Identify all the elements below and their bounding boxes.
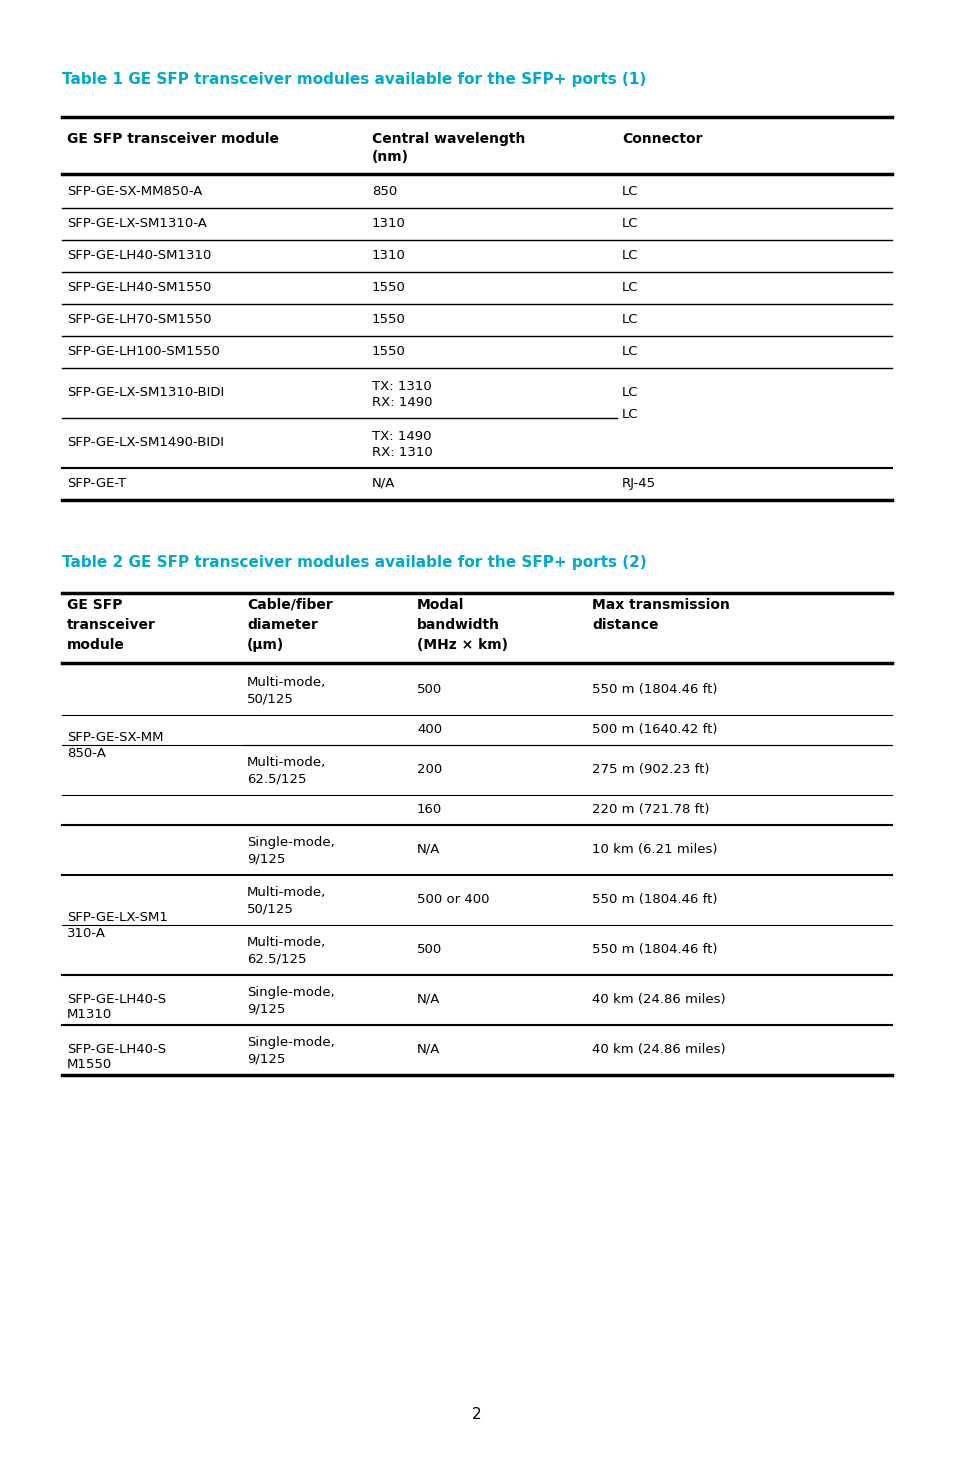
Text: module: module <box>67 637 125 652</box>
Text: N/A: N/A <box>416 1043 440 1057</box>
Text: 500 or 400: 500 or 400 <box>416 894 489 906</box>
Text: SFP-GE-LH40-S
M1550: SFP-GE-LH40-S M1550 <box>67 1043 166 1071</box>
Text: 500: 500 <box>416 943 442 956</box>
Text: GE SFP: GE SFP <box>67 599 122 612</box>
Text: SFP-GE-LH40-SM1310: SFP-GE-LH40-SM1310 <box>67 249 212 262</box>
Text: 9/125: 9/125 <box>247 852 285 865</box>
Text: RJ-45: RJ-45 <box>621 477 656 491</box>
Text: TX: 1490: TX: 1490 <box>372 430 431 443</box>
Text: SFP-GE-LH100-SM1550: SFP-GE-LH100-SM1550 <box>67 345 219 359</box>
Text: (nm): (nm) <box>372 150 409 165</box>
Text: SFP-GE-LH40-SM1550: SFP-GE-LH40-SM1550 <box>67 282 212 293</box>
Text: Single-mode,: Single-mode, <box>247 986 335 999</box>
Text: 9/125: 9/125 <box>247 1002 285 1015</box>
Text: 500 m (1640.42 ft): 500 m (1640.42 ft) <box>592 723 717 737</box>
Text: Max transmission: Max transmission <box>592 599 729 612</box>
Text: 2: 2 <box>472 1406 481 1423</box>
Text: SFP-GE-LH70-SM1550: SFP-GE-LH70-SM1550 <box>67 313 212 326</box>
Text: 200: 200 <box>416 763 442 777</box>
Text: N/A: N/A <box>416 843 440 857</box>
Text: 850: 850 <box>372 185 396 199</box>
Text: 850-A: 850-A <box>67 747 106 760</box>
Text: diameter: diameter <box>247 618 317 631</box>
Text: SFP-GE-LX-SM1: SFP-GE-LX-SM1 <box>67 911 168 923</box>
Text: TX: 1310: TX: 1310 <box>372 379 432 393</box>
Text: N/A: N/A <box>372 477 395 491</box>
Text: GE SFP transceiver module: GE SFP transceiver module <box>67 132 278 147</box>
Text: 550 m (1804.46 ft): 550 m (1804.46 ft) <box>592 894 717 906</box>
Text: Single-mode,: Single-mode, <box>247 1036 335 1049</box>
Text: SFP-GE-LX-SM1490-BIDI: SFP-GE-LX-SM1490-BIDI <box>67 436 224 449</box>
Text: Central wavelength: Central wavelength <box>372 132 525 147</box>
Text: SFP-GE-LX-SM1310-BIDI: SFP-GE-LX-SM1310-BIDI <box>67 385 224 399</box>
Text: 40 km (24.86 miles): 40 km (24.86 miles) <box>592 993 725 1006</box>
Text: 160: 160 <box>416 803 442 817</box>
Text: 50/125: 50/125 <box>247 692 294 705</box>
Text: LC: LC <box>621 185 638 199</box>
Text: 50/125: 50/125 <box>247 903 294 914</box>
Text: Multi-mode,: Multi-mode, <box>247 886 326 900</box>
Text: distance: distance <box>592 618 658 631</box>
Text: SFP-GE-LX-SM1310-A: SFP-GE-LX-SM1310-A <box>67 216 207 230</box>
Text: 1550: 1550 <box>372 282 405 293</box>
Text: transceiver: transceiver <box>67 618 155 631</box>
Text: Table 1 GE SFP transceiver modules available for the SFP+ ports (1): Table 1 GE SFP transceiver modules avail… <box>62 73 645 87</box>
Text: 310-A: 310-A <box>67 928 106 940</box>
Text: bandwidth: bandwidth <box>416 618 499 631</box>
Text: 1550: 1550 <box>372 345 405 359</box>
Text: 62.5/125: 62.5/125 <box>247 772 306 785</box>
Text: 1310: 1310 <box>372 216 405 230</box>
Text: (MHz × km): (MHz × km) <box>416 637 507 652</box>
Text: LC: LC <box>621 345 638 359</box>
Text: SFP-GE-T: SFP-GE-T <box>67 477 126 491</box>
Text: SFP-GE-SX-MM: SFP-GE-SX-MM <box>67 731 163 744</box>
Text: SFP-GE-SX-MM850-A: SFP-GE-SX-MM850-A <box>67 185 202 199</box>
Text: 1310: 1310 <box>372 249 405 262</box>
Text: 1550: 1550 <box>372 313 405 326</box>
Text: Modal: Modal <box>416 599 464 612</box>
Text: 9/125: 9/125 <box>247 1052 285 1066</box>
Text: LC: LC <box>621 408 638 421</box>
Text: N/A: N/A <box>416 993 440 1006</box>
Text: 550 m (1804.46 ft): 550 m (1804.46 ft) <box>592 943 717 956</box>
Text: 400: 400 <box>416 723 441 737</box>
Text: 275 m (902.23 ft): 275 m (902.23 ft) <box>592 763 709 777</box>
Text: SFP-GE-LH40-S
M1310: SFP-GE-LH40-S M1310 <box>67 993 166 1021</box>
Text: 62.5/125: 62.5/125 <box>247 951 306 965</box>
Text: Cable/fiber: Cable/fiber <box>247 599 333 612</box>
Text: Multi-mode,: Multi-mode, <box>247 937 326 948</box>
Text: LC: LC <box>621 385 638 399</box>
Text: RX: 1490: RX: 1490 <box>372 396 432 409</box>
Text: LC: LC <box>621 216 638 230</box>
Text: LC: LC <box>621 313 638 326</box>
Text: 220 m (721.78 ft): 220 m (721.78 ft) <box>592 803 709 817</box>
Text: (μm): (μm) <box>247 637 284 652</box>
Text: Multi-mode,: Multi-mode, <box>247 676 326 689</box>
Text: 10 km (6.21 miles): 10 km (6.21 miles) <box>592 843 717 857</box>
Text: LC: LC <box>621 282 638 293</box>
Text: 550 m (1804.46 ft): 550 m (1804.46 ft) <box>592 683 717 697</box>
Text: LC: LC <box>621 249 638 262</box>
Text: RX: 1310: RX: 1310 <box>372 446 433 459</box>
Text: Multi-mode,: Multi-mode, <box>247 756 326 769</box>
Text: Connector: Connector <box>621 132 701 147</box>
Text: 40 km (24.86 miles): 40 km (24.86 miles) <box>592 1043 725 1057</box>
Text: 500: 500 <box>416 683 442 697</box>
Text: Single-mode,: Single-mode, <box>247 836 335 849</box>
Text: Table 2 GE SFP transceiver modules available for the SFP+ ports (2): Table 2 GE SFP transceiver modules avail… <box>62 554 646 571</box>
